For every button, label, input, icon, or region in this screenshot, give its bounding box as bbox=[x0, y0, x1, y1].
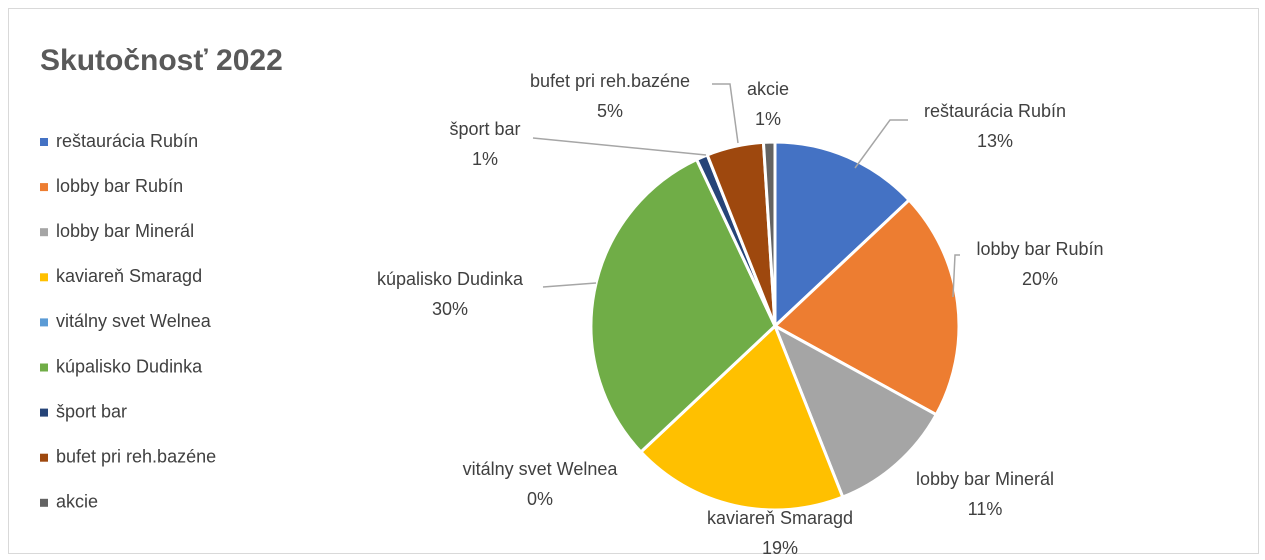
legend-swatch bbox=[40, 183, 48, 192]
legend-swatch bbox=[40, 273, 48, 282]
data-label-name: bufet pri reh.bazéne bbox=[530, 71, 690, 91]
data-label-value: 20% bbox=[1022, 269, 1058, 289]
data-label-value: 11% bbox=[968, 499, 1003, 519]
legend-swatch bbox=[40, 408, 48, 417]
data-label-value: 30% bbox=[432, 299, 468, 319]
legend-label: šport bar bbox=[56, 401, 127, 421]
pie-slice bbox=[638, 323, 845, 512]
legend-label: akcie bbox=[56, 492, 98, 512]
leader-line bbox=[542, 282, 597, 288]
legend-swatch bbox=[40, 498, 48, 507]
pie-slice bbox=[761, 140, 777, 327]
legend-label: lobby bar Rubín bbox=[56, 176, 183, 196]
pie-slice bbox=[772, 322, 939, 500]
leader-line bbox=[952, 254, 960, 298]
data-label-name: kúpalisko Dudinka bbox=[377, 269, 524, 289]
data-label-name: lobby bar Rubín bbox=[976, 239, 1103, 259]
data-label-name: lobby bar Minerál bbox=[916, 469, 1054, 489]
legend-swatch bbox=[40, 318, 48, 327]
data-label-value: 1% bbox=[755, 109, 781, 129]
legend-swatch bbox=[40, 228, 48, 237]
leader-line bbox=[854, 119, 908, 169]
legend-label: kaviareň Smaragd bbox=[56, 266, 202, 286]
pie-slice bbox=[772, 197, 961, 417]
pie-slice bbox=[589, 157, 777, 455]
chart-title: Skutočnosť 2022 bbox=[40, 44, 283, 77]
data-label-value: 0% bbox=[527, 489, 553, 509]
pie-slice bbox=[773, 140, 912, 330]
data-label-value: 19% bbox=[762, 538, 798, 558]
data-label-value: 1% bbox=[472, 149, 498, 169]
data-label-name: akcie bbox=[747, 79, 789, 99]
data-label-value: 13% bbox=[977, 131, 1013, 151]
data-label-name: reštaurácia Rubín bbox=[924, 101, 1066, 121]
legend-label: reštaurácia Rubín bbox=[56, 131, 198, 151]
leader-line bbox=[532, 137, 707, 156]
legend-swatch bbox=[40, 363, 48, 372]
data-label-value: 5% bbox=[597, 101, 623, 121]
legend-label: lobby bar Minerál bbox=[56, 221, 194, 241]
leader-line bbox=[712, 83, 739, 144]
legend-swatch bbox=[40, 453, 48, 462]
data-label-name: vitálny svet Welnea bbox=[463, 459, 619, 479]
data-label-name: šport bar bbox=[449, 119, 520, 139]
legend-label: vitálny svet Welnea bbox=[56, 311, 212, 331]
legend-label: kúpalisko Dudinka bbox=[56, 356, 203, 376]
legend-label: bufet pri reh.bazéne bbox=[56, 446, 216, 466]
legend-swatch bbox=[40, 138, 48, 146]
data-label-name: kaviareň Smaragd bbox=[707, 508, 853, 528]
